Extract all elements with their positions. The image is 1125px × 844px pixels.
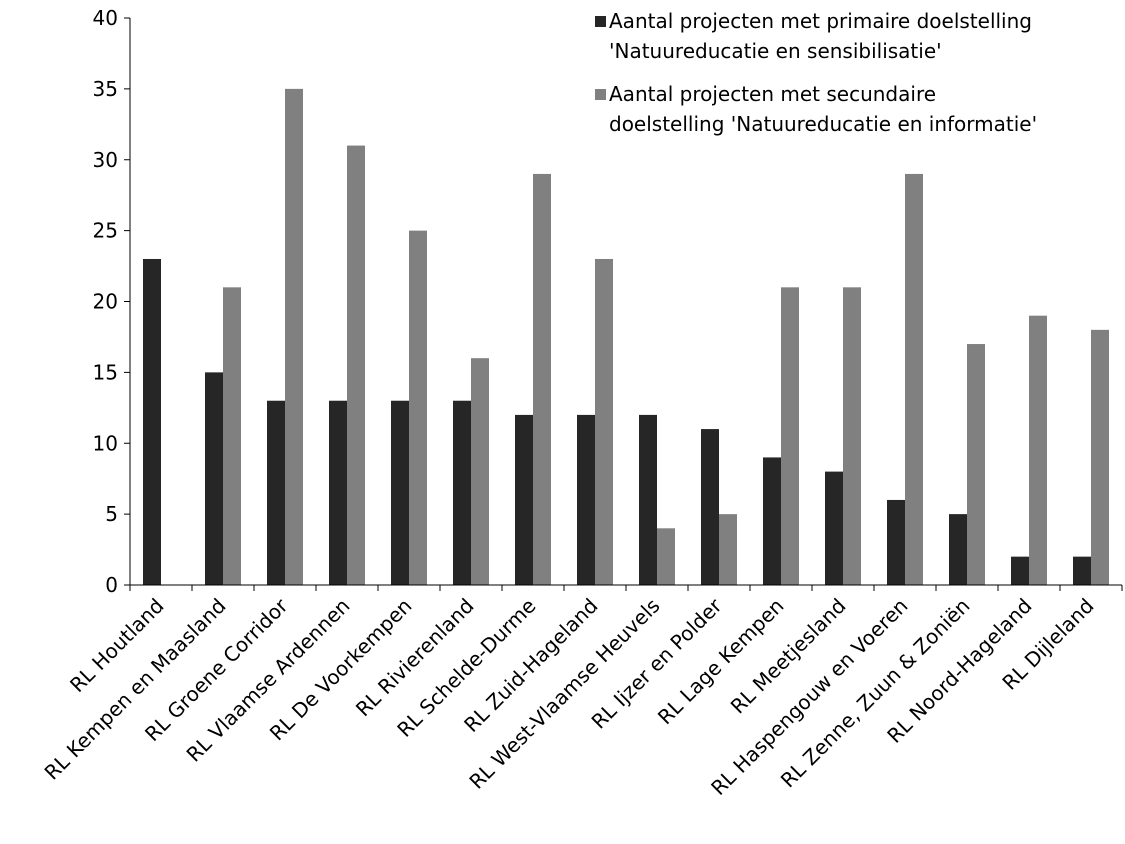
bar-secondary-12 bbox=[843, 287, 861, 585]
axes-layer bbox=[124, 17, 1123, 591]
legend-label-2: doelstelling 'Natuureducatie en informat… bbox=[609, 112, 1037, 136]
bar-secondary-4 bbox=[347, 145, 365, 585]
bar-primary-7 bbox=[515, 414, 533, 585]
legend-swatch-2 bbox=[595, 89, 606, 100]
y-tick-label: 10 bbox=[93, 431, 118, 455]
y-tick-label: 25 bbox=[93, 219, 118, 243]
bar-primary-13 bbox=[887, 499, 905, 585]
legend-swatch-1 bbox=[595, 16, 606, 27]
bar-secondary-7 bbox=[533, 173, 551, 586]
bar-primary-16 bbox=[1073, 556, 1091, 585]
y-tick-label: 30 bbox=[93, 148, 118, 172]
y-tick-label: 5 bbox=[105, 502, 118, 526]
bars-layer bbox=[143, 88, 1109, 586]
bar-primary-11 bbox=[763, 457, 781, 585]
bar-secondary-5 bbox=[409, 230, 427, 585]
bar-primary-5 bbox=[391, 400, 409, 585]
legend-label-1: Aantal projecten met primaire doelstelli… bbox=[609, 9, 1032, 33]
y-tick-label: 0 bbox=[105, 573, 118, 597]
bar-primary-8 bbox=[577, 414, 595, 585]
bar-primary-10 bbox=[701, 429, 719, 585]
bar-primary-12 bbox=[825, 471, 843, 585]
bar-secondary-11 bbox=[781, 287, 799, 585]
bar-secondary-9 bbox=[657, 528, 675, 585]
bar-secondary-15 bbox=[1029, 315, 1047, 585]
y-tick-label: 35 bbox=[93, 77, 118, 101]
bar-secondary-10 bbox=[719, 514, 737, 585]
y-tick-label: 40 bbox=[93, 6, 118, 30]
bar-secondary-14 bbox=[967, 344, 985, 585]
bar-primary-6 bbox=[453, 400, 471, 585]
y-tick-labels: 0 5 10 15 20 25 30 35 40 bbox=[93, 6, 118, 597]
bar-primary-3 bbox=[267, 400, 285, 585]
legend-label-1: 'Natuureducatie en sensibilisatie' bbox=[609, 39, 942, 63]
bar-secondary-13 bbox=[905, 173, 923, 586]
legend: Aantal projecten met primaire doelstelli… bbox=[595, 9, 1037, 136]
y-tick-label: 15 bbox=[93, 360, 118, 384]
bar-primary-1 bbox=[143, 258, 161, 585]
bar-secondary-8 bbox=[595, 258, 613, 585]
bar-secondary-2 bbox=[223, 287, 241, 585]
bar-secondary-3 bbox=[285, 88, 303, 585]
bar-primary-15 bbox=[1011, 556, 1029, 585]
bar-primary-14 bbox=[949, 514, 967, 585]
bar-secondary-16 bbox=[1091, 329, 1109, 585]
bar-primary-4 bbox=[329, 400, 347, 585]
y-tick-label: 20 bbox=[93, 290, 118, 314]
bar-secondary-6 bbox=[471, 358, 489, 585]
bar-primary-2 bbox=[205, 372, 223, 585]
legend-label-2: Aantal projecten met secundaire bbox=[609, 82, 936, 106]
bar-primary-9 bbox=[639, 414, 657, 585]
